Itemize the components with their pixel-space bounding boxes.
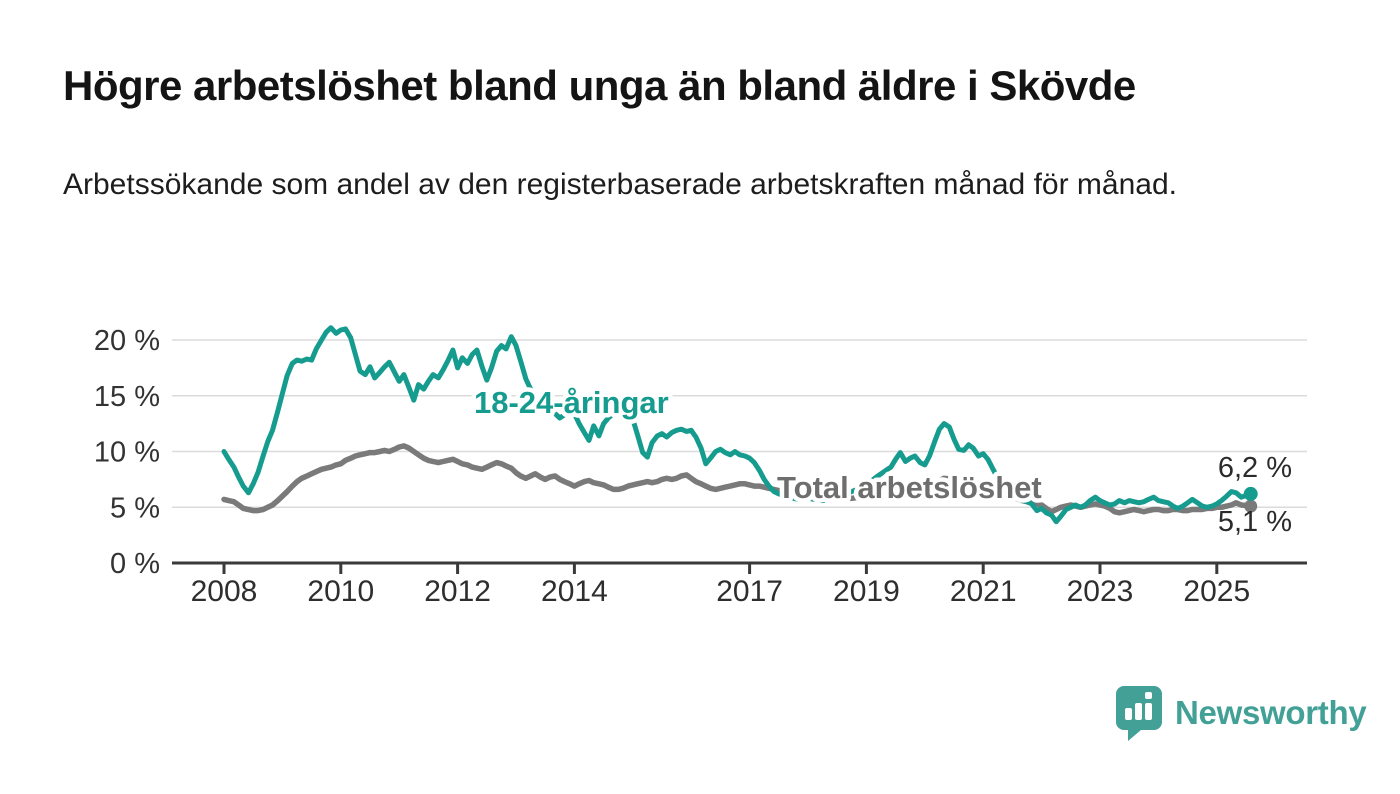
x-tick-label: 2008 bbox=[191, 575, 258, 608]
x-axis: 2008 2010 2012 2014 2017 2019 2021 2023 2025 bbox=[172, 561, 1307, 608]
x-tick-label: 2012 bbox=[424, 575, 491, 608]
series-label-total: Total arbetslöshet bbox=[777, 470, 1042, 505]
x-tick-label: 2021 bbox=[950, 575, 1017, 608]
y-axis-labels: 20 % 15 % 10 % 5 % 0 % bbox=[94, 325, 160, 580]
newsworthy-logo-text: Newsworthy bbox=[1175, 694, 1367, 731]
page-title: Högre arbetslöshet bland unga än bland ä… bbox=[63, 62, 1136, 109]
x-tick-label: 2010 bbox=[307, 575, 374, 608]
y-tick-label: 15 % bbox=[94, 381, 160, 413]
x-tick-label: 2023 bbox=[1067, 575, 1134, 608]
x-tick-label: 2019 bbox=[833, 575, 900, 608]
series-line-total bbox=[221, 443, 1254, 516]
series-end-dot-young bbox=[1243, 486, 1258, 501]
newsworthy-logo: Newsworthy bbox=[1114, 684, 1367, 742]
y-tick-label: 0 % bbox=[110, 548, 160, 580]
series-end-dot-total bbox=[1244, 499, 1258, 513]
end-value-label-total: 5,1 % bbox=[1218, 506, 1292, 538]
end-value-label-young: 6,2 % bbox=[1218, 452, 1292, 484]
gridlines bbox=[172, 339, 1307, 508]
y-tick-label: 10 % bbox=[94, 437, 160, 469]
series-label-young: 18-24-åringar bbox=[474, 385, 669, 420]
x-tick-label: 2017 bbox=[716, 575, 783, 608]
series-line-young bbox=[221, 325, 1254, 525]
chart-subtitle: Arbetssökande som andel av den registerb… bbox=[63, 168, 1177, 201]
y-tick-label: 5 % bbox=[110, 492, 160, 524]
y-tick-label: 20 % bbox=[94, 325, 160, 357]
newsworthy-bubble-barchart-icon bbox=[1116, 686, 1162, 741]
x-tick-label: 2025 bbox=[1183, 575, 1250, 608]
x-tick-label: 2014 bbox=[541, 575, 608, 608]
